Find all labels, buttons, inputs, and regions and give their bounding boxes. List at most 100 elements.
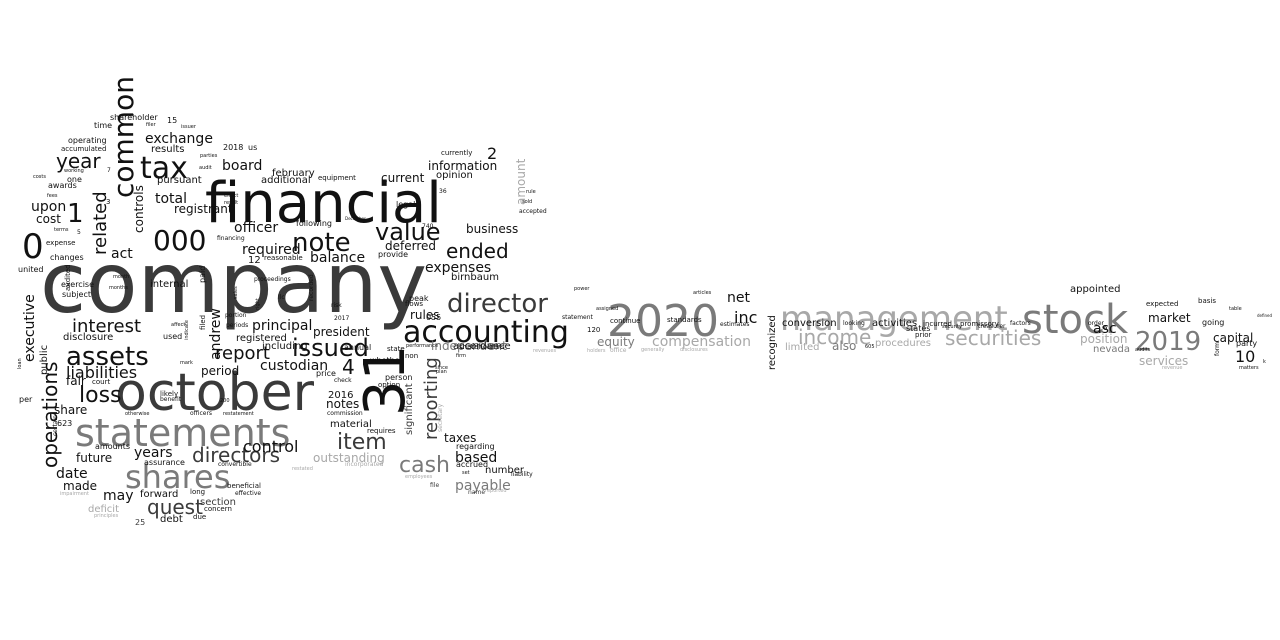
- cloud-word: fair: [66, 374, 86, 388]
- cloud-word: continue: [610, 317, 640, 325]
- cloud-word: otherwise: [125, 411, 149, 417]
- cloud-word: also: [832, 339, 856, 353]
- cloud-word: appointed: [1070, 284, 1120, 295]
- cloud-word: accordance: [453, 341, 511, 352]
- cloud-word: assets: [66, 342, 149, 372]
- cloud-word: indicate: [184, 320, 190, 340]
- cloud-word: net: [727, 290, 750, 306]
- cloud-word: pursuant: [157, 175, 202, 186]
- cloud-word: concern: [204, 505, 232, 513]
- cloud-word: 120: [587, 326, 600, 334]
- cloud-word: affect: [171, 322, 185, 328]
- cloud-word: exchange: [145, 131, 213, 147]
- cloud-word: conversion: [782, 318, 837, 329]
- cloud-word: treasurer: [978, 323, 1006, 330]
- cloud-word: accumulated: [61, 145, 106, 153]
- cloud-word: currently: [441, 149, 472, 157]
- cloud-word: mark: [180, 360, 193, 366]
- cloud-word: officers: [190, 410, 212, 417]
- cloud-word: share: [54, 403, 87, 417]
- cloud-word: 200: [220, 398, 230, 404]
- cloud-word: independent: [431, 339, 507, 353]
- cloud-word: 000: [153, 224, 206, 257]
- cloud-word: report: [215, 343, 270, 364]
- cloud-word: principal: [252, 318, 312, 334]
- cloud-word: since: [435, 365, 448, 371]
- cloud-word: benefit: [160, 396, 182, 403]
- cloud-word: going: [1202, 318, 1224, 327]
- cloud-word: provide: [378, 250, 408, 259]
- cloud-word: note: [292, 228, 351, 258]
- cloud-word: common: [107, 76, 140, 198]
- cloud-word: deficit: [88, 504, 119, 515]
- cloud-word: equity: [597, 335, 635, 349]
- cloud-word: total: [155, 191, 187, 207]
- cloud-word: disclosure: [63, 332, 113, 343]
- cloud-word: shareholder: [110, 113, 158, 122]
- cloud-word: opinion: [436, 170, 473, 181]
- cloud-word: impairment: [60, 491, 89, 497]
- cloud-word: requires: [367, 427, 396, 435]
- cloud-word: non: [405, 352, 418, 360]
- cloud-word: restatement: [223, 411, 254, 417]
- cloud-word: taxes: [444, 431, 476, 445]
- cloud-word: performance: [406, 343, 438, 349]
- cloud-word: expense: [46, 239, 75, 247]
- cloud-word: director: [447, 289, 548, 319]
- cloud-word: additional: [261, 175, 311, 186]
- cloud-word: disclosures: [680, 347, 708, 353]
- cloud-word: office: [610, 347, 627, 354]
- cloud-word: basis: [1198, 297, 1216, 305]
- cloud-word: promissory: [960, 320, 999, 328]
- cloud-word: right: [255, 298, 261, 310]
- cloud-word: issued: [292, 334, 369, 362]
- cloud-word: liabilities: [66, 363, 137, 382]
- cloud-word: february: [272, 168, 315, 179]
- cloud-word: 2: [487, 144, 497, 163]
- cloud-word: 623: [57, 419, 72, 428]
- cloud-word: incorporated: [345, 461, 384, 468]
- cloud-word: outstanding: [313, 451, 385, 465]
- cloud-word: accounting: [403, 315, 569, 350]
- cloud-word: executive: [22, 294, 38, 362]
- cloud-word: employees: [405, 474, 433, 480]
- cloud-word: order: [1088, 320, 1105, 327]
- cloud-word: one: [67, 175, 82, 184]
- cloud-word: 2018: [223, 143, 243, 152]
- cloud-word: 15: [167, 116, 177, 125]
- cloud-word: date: [56, 466, 88, 482]
- cloud-word: custodian: [260, 358, 328, 374]
- cloud-word: required: [242, 242, 301, 258]
- cloud-word: paid: [198, 266, 207, 283]
- cloud-word: states: [906, 324, 930, 333]
- cloud-word: notes: [326, 397, 359, 411]
- cloud-word: rules: [410, 308, 440, 322]
- cloud-word: proceedings: [254, 276, 291, 283]
- cloud-word: exercise: [61, 280, 94, 289]
- cloud-word: amounts: [95, 442, 130, 451]
- cloud-word: subject: [62, 290, 91, 299]
- cloud-word: power: [574, 286, 590, 292]
- cloud-word: principles: [94, 513, 119, 519]
- cloud-word: awards: [48, 181, 77, 190]
- cloud-word: terms: [54, 227, 69, 233]
- cloud-word: plan: [436, 369, 447, 375]
- cloud-word: time: [94, 121, 112, 130]
- cloud-word: value: [375, 218, 441, 246]
- cloud-word: reporting: [421, 357, 442, 440]
- cloud-word: defined: [1257, 313, 1273, 318]
- cloud-word: issuer: [181, 124, 197, 130]
- cloud-word: cash: [399, 453, 450, 478]
- cloud-word: December: [345, 216, 366, 221]
- cloud-word: check: [334, 377, 352, 384]
- cloud-word: likely: [160, 390, 178, 398]
- cloud-word: annual: [344, 343, 371, 352]
- cloud-word: statements: [75, 411, 290, 455]
- cloud-word: 3: [106, 198, 110, 206]
- cloud-word: sales: [233, 286, 239, 299]
- cloud-word: 7: [107, 167, 111, 174]
- cloud-word: changes: [50, 253, 84, 262]
- cloud-word: market: [1148, 311, 1191, 325]
- cloud-word: audits: [1135, 347, 1151, 353]
- cloud-word: accrued: [456, 460, 488, 469]
